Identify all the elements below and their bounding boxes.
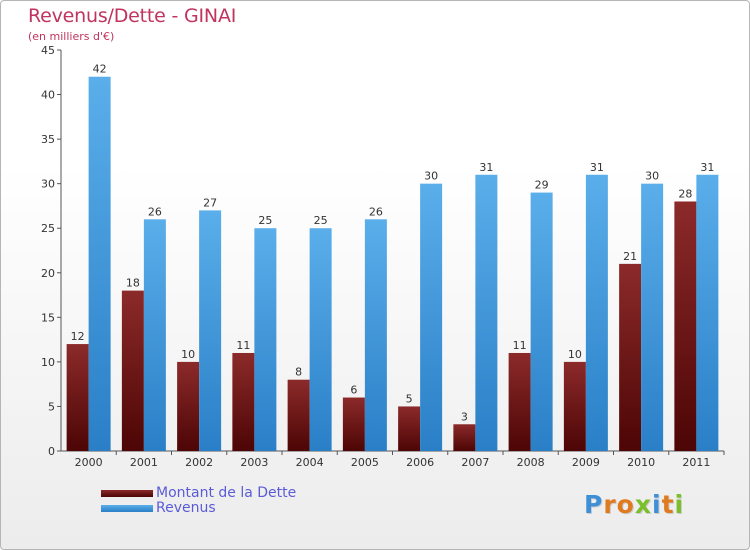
chart-title: Revenus/Dette - GINAI — [28, 5, 237, 27]
y-tick-label: 10 — [41, 356, 55, 369]
y-tick-label: 5 — [48, 400, 55, 413]
data-label-debt: 28 — [678, 187, 692, 200]
data-label-debt: 10 — [181, 348, 195, 361]
x-tick-label: 2004 — [296, 456, 324, 469]
data-label-revenus: 26 — [148, 205, 162, 218]
data-label-debt: 10 — [568, 348, 582, 361]
logo-letter: o — [616, 490, 635, 519]
x-tick-label: 2009 — [572, 456, 600, 469]
bar-revenus — [475, 174, 498, 451]
data-label-debt: 6 — [350, 384, 357, 397]
bar-revenus — [143, 219, 166, 451]
y-tick-label: 0 — [48, 445, 55, 458]
bar-debt — [66, 344, 89, 451]
x-tick-label: 2010 — [627, 456, 655, 469]
data-label-revenus: 42 — [93, 63, 107, 76]
data-label-debt: 11 — [236, 339, 250, 352]
data-label-revenus: 31 — [590, 161, 604, 174]
x-tick-label: 2006 — [406, 456, 434, 469]
bar-debt — [232, 352, 255, 451]
y-tick-label: 25 — [41, 222, 55, 235]
x-tick-label: 2002 — [185, 456, 213, 469]
bar-revenus — [254, 228, 277, 451]
y-tick-label: 20 — [41, 267, 55, 280]
bar-debt — [453, 424, 476, 451]
data-label-revenus: 31 — [700, 161, 714, 174]
bar-debt — [563, 361, 586, 451]
x-tick-label: 2008 — [517, 456, 545, 469]
bar-revenus — [530, 192, 553, 452]
proxiti-logo: Proxiti — [584, 490, 684, 519]
legend-swatch-revenus — [101, 505, 153, 512]
x-tick-label: 2000 — [75, 456, 103, 469]
legend-label-debt: Montant de la Dette — [156, 485, 297, 501]
x-tick-label: 2005 — [351, 456, 379, 469]
x-tick-label: 2007 — [461, 456, 489, 469]
data-label-debt: 3 — [461, 410, 468, 423]
bar-debt — [508, 352, 531, 451]
y-tick-label: 35 — [41, 133, 55, 146]
data-label-revenus: 29 — [535, 179, 549, 192]
y-tick-label: 15 — [41, 311, 55, 324]
y-tick-label: 40 — [41, 89, 55, 102]
data-label-revenus: 25 — [258, 214, 272, 227]
y-tick-label: 30 — [41, 178, 55, 191]
legend-label-revenus: Revenus — [156, 500, 216, 516]
bar-revenus — [199, 210, 222, 451]
bar-debt — [619, 263, 642, 451]
bar-revenus — [585, 174, 608, 451]
data-label-revenus: 25 — [314, 214, 328, 227]
x-tick-label: 2003 — [240, 456, 268, 469]
bar-debt — [121, 290, 144, 451]
data-label-debt: 8 — [295, 366, 302, 379]
x-tick-label: 2001 — [130, 456, 158, 469]
logo-letter: i — [652, 490, 662, 519]
data-label-revenus: 30 — [424, 170, 438, 183]
data-label-debt: 18 — [126, 277, 140, 290]
logo-letter: P — [584, 490, 604, 519]
bar-revenus — [309, 228, 332, 451]
bar-debt — [287, 379, 310, 451]
data-label-revenus: 27 — [203, 196, 217, 209]
logo-letter: r — [603, 490, 617, 519]
bar-debt — [398, 406, 421, 451]
logo-letter: x — [634, 490, 652, 519]
data-label-debt: 12 — [71, 330, 85, 343]
data-label-debt: 11 — [513, 339, 527, 352]
data-label-revenus: 26 — [369, 205, 383, 218]
logo-letter: t — [661, 490, 675, 519]
logo-letter: i — [674, 490, 685, 519]
data-label-revenus: 30 — [645, 170, 659, 183]
bar-debt — [177, 361, 200, 451]
y-tick-label: 45 — [41, 44, 55, 57]
bar-revenus — [420, 183, 443, 451]
data-label-debt: 21 — [623, 250, 637, 263]
legend-swatch-debt — [101, 490, 153, 497]
data-label-revenus: 31 — [479, 161, 493, 174]
bar-debt — [674, 201, 697, 451]
chart-subtitle: (en milliers d'€) — [28, 30, 115, 43]
bar-revenus — [364, 219, 387, 451]
bar-revenus — [88, 76, 111, 451]
bar-debt — [342, 397, 365, 451]
x-tick-label: 2011 — [682, 456, 710, 469]
data-label-debt: 5 — [406, 392, 413, 405]
bar-revenus — [696, 174, 719, 451]
bar-revenus — [641, 183, 664, 451]
